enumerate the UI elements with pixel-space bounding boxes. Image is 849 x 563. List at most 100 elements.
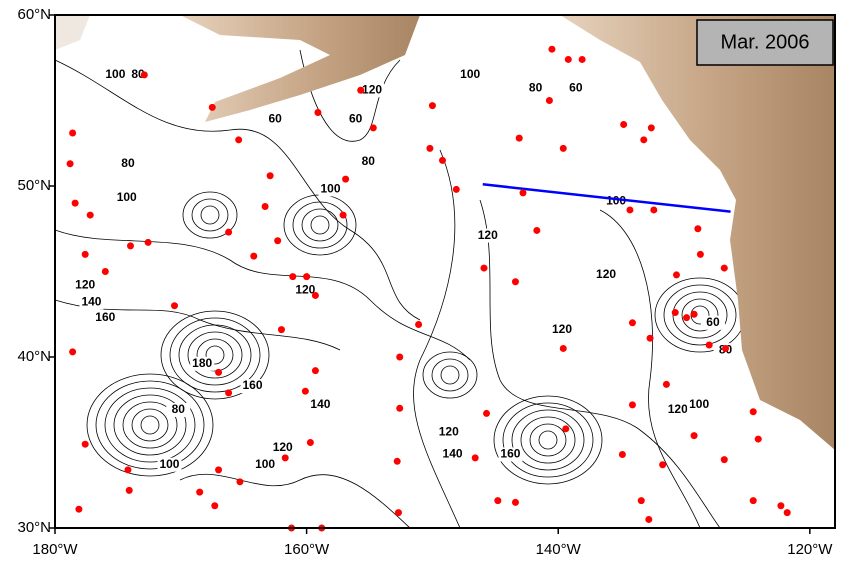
float-position bbox=[671, 309, 679, 317]
contour-label-bg bbox=[79, 295, 104, 310]
float-position bbox=[620, 120, 628, 128]
contour-ring bbox=[113, 394, 187, 456]
contour-ring bbox=[196, 338, 234, 372]
contour-ring bbox=[520, 416, 576, 464]
y-tick-label: 40°N bbox=[17, 348, 51, 365]
contour-label: 120 bbox=[668, 402, 688, 416]
contour-label-bg bbox=[270, 440, 295, 455]
contour-label-bg bbox=[293, 283, 318, 298]
y-tick-label: 30°N bbox=[17, 519, 51, 536]
float-position bbox=[548, 45, 556, 53]
contour-ring bbox=[191, 198, 229, 232]
contour-label-bg bbox=[103, 67, 128, 82]
float-position bbox=[66, 160, 74, 168]
float-position bbox=[81, 250, 89, 258]
contour-ring bbox=[493, 395, 603, 485]
contour-label-bg bbox=[308, 397, 333, 412]
float-position bbox=[777, 502, 785, 510]
contour-label: 120 bbox=[439, 424, 459, 438]
contour-label-bg bbox=[436, 425, 461, 440]
title-box bbox=[696, 19, 834, 66]
contour-label-bg bbox=[440, 447, 465, 462]
float-position bbox=[125, 486, 133, 494]
float-position bbox=[471, 454, 479, 462]
float-position bbox=[314, 108, 322, 116]
transect-line bbox=[482, 183, 731, 213]
contour-ring bbox=[681, 298, 719, 332]
x-tick-label: 140°W bbox=[536, 541, 582, 558]
contour-ring bbox=[86, 373, 214, 477]
float-position bbox=[559, 144, 567, 152]
float-position bbox=[196, 488, 204, 496]
float-position bbox=[211, 502, 219, 510]
contour-label: 80 bbox=[529, 81, 543, 95]
float-position bbox=[559, 344, 567, 352]
contour-ring bbox=[301, 208, 339, 242]
contour-label-bg bbox=[263, 112, 288, 127]
contour-ring bbox=[200, 205, 220, 225]
contour-label-bg bbox=[594, 267, 619, 282]
float-position bbox=[705, 341, 713, 349]
contour-ring bbox=[122, 401, 178, 449]
contour-label-bg bbox=[190, 356, 215, 371]
y-tick-label: 60°N bbox=[17, 6, 51, 23]
contour-label: 60 bbox=[706, 315, 720, 329]
contour-label: 140 bbox=[310, 397, 330, 411]
contour-label: 160 bbox=[95, 310, 115, 324]
float-position bbox=[171, 302, 179, 310]
float-position bbox=[69, 348, 77, 356]
y-tick-label: 50°N bbox=[17, 177, 51, 194]
float-position bbox=[672, 271, 680, 279]
contour-label-bg bbox=[563, 81, 588, 96]
float-position bbox=[647, 124, 655, 132]
contour-label: 160 bbox=[243, 378, 263, 392]
float-position bbox=[696, 250, 704, 258]
contour-label-bg bbox=[475, 228, 500, 243]
contour-label: 60 bbox=[349, 111, 363, 125]
contour-label-bg bbox=[687, 397, 712, 412]
contour-label-bg bbox=[665, 403, 690, 418]
float-position bbox=[483, 409, 491, 417]
contour-label: 100 bbox=[321, 182, 341, 196]
contour-ring bbox=[104, 387, 196, 463]
contour-label-bg bbox=[550, 322, 574, 337]
float-position bbox=[426, 144, 434, 152]
contour-ring bbox=[431, 358, 469, 392]
contour-ring bbox=[440, 365, 460, 385]
contour-ring bbox=[292, 201, 348, 249]
contour-ring bbox=[310, 215, 330, 235]
float-position bbox=[225, 389, 233, 397]
contour-ring bbox=[169, 317, 261, 393]
float-position bbox=[303, 273, 311, 281]
float-position bbox=[357, 86, 365, 94]
contour-label-bg bbox=[343, 112, 368, 127]
contour-label-bg bbox=[458, 67, 483, 82]
land-siberia bbox=[55, 15, 90, 50]
float-position bbox=[720, 456, 728, 464]
float-position bbox=[438, 156, 446, 164]
float-position bbox=[215, 466, 223, 474]
contour-ring bbox=[511, 409, 585, 471]
float-position bbox=[301, 387, 309, 395]
contour-label-bg bbox=[166, 403, 191, 418]
float-position bbox=[86, 211, 94, 219]
contour-ring bbox=[663, 284, 737, 346]
float-position bbox=[545, 97, 553, 104]
contour-label-bg bbox=[114, 190, 139, 205]
contour-label-bg bbox=[356, 155, 381, 170]
float-position bbox=[208, 103, 216, 111]
float-position bbox=[81, 440, 89, 448]
contour-label: 120 bbox=[295, 282, 315, 296]
float-position bbox=[236, 478, 244, 486]
contour-label-bg bbox=[73, 278, 98, 293]
contour-lines bbox=[54, 49, 746, 529]
contour-label-bg bbox=[253, 457, 278, 472]
float-position bbox=[274, 237, 282, 245]
contour-label-bg bbox=[523, 81, 548, 96]
contour-ring bbox=[178, 324, 252, 386]
float-position bbox=[69, 129, 77, 137]
contour-ring bbox=[538, 430, 558, 450]
contour-label: 120 bbox=[273, 440, 293, 454]
